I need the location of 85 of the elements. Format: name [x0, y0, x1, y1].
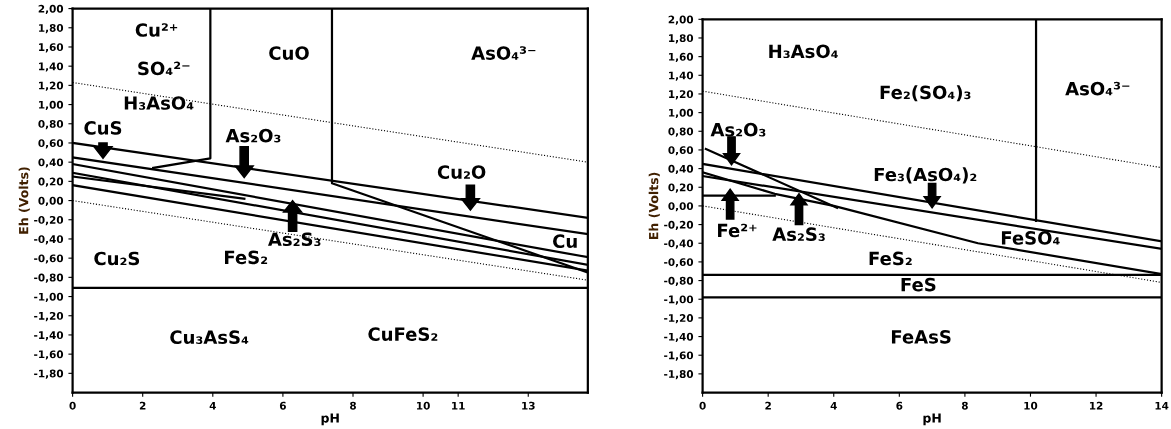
annotation: FeSO₄ [1001, 231, 1060, 245]
x-tick-label: 6 [279, 401, 286, 410]
annotation: Cu₂S [94, 251, 140, 266]
y-tick-label: -1,80 [34, 369, 64, 379]
y-tick-label: -1,20 [664, 314, 694, 324]
y-tick-label: 0,00 [38, 196, 64, 206]
y-tick-label: -0,40 [34, 235, 64, 245]
annotation: CuS [84, 121, 122, 135]
annotation: H₃AsO₄ [769, 44, 838, 59]
y-tick-label: -1,00 [664, 295, 694, 305]
y-tick-label: 0,20 [38, 177, 64, 187]
y-tick-label: -1,60 [664, 351, 694, 361]
x-tick-label: 4 [209, 401, 216, 410]
y-tick-label: 1,60 [39, 43, 64, 53]
y-tick-label: 1,60 [669, 52, 694, 63]
y-tick-label: -0,20 [34, 215, 64, 226]
y-tick-label: 0,80 [38, 119, 64, 130]
y-tick-label: 0,80 [668, 127, 694, 137]
y-tick-label: -0,80 [34, 273, 64, 283]
x-tick-label: 10 [1024, 401, 1038, 410]
x-tick-label: 0 [69, 401, 76, 410]
annotation: As₂S₃ [267, 232, 321, 247]
y-tick-label: -1,40 [664, 332, 694, 342]
x-tick-label: 12 [1089, 401, 1103, 410]
annotation: Fe²⁺ [718, 223, 757, 238]
annotation: FeS [901, 277, 936, 292]
y-tick-label: 0,60 [668, 146, 694, 156]
y-tick-label: 0,60 [38, 139, 64, 149]
y-tick-label: 1,40 [669, 71, 694, 81]
y-tick-label: 1,40 [39, 62, 64, 72]
x-tick-label: 6 [896, 401, 903, 410]
y-tick-label: 1,20 [669, 90, 694, 100]
x-tick-label: 14 [1155, 401, 1169, 410]
x-axis-title: pH [923, 413, 941, 426]
y-tick-label: -1,80 [664, 370, 694, 380]
x-tick-label: 2 [139, 401, 146, 410]
y-tick-label: 2,00 [668, 15, 694, 25]
annotation: Fe₃(AsO₄)₂ [874, 167, 977, 184]
annotation: As₂O₃ [225, 128, 281, 143]
y-tick-label: 2,00 [38, 4, 64, 15]
y-tick-label: -1,00 [34, 292, 64, 302]
annotation: Cu [553, 234, 577, 249]
y-tick-label: -1,60 [34, 350, 64, 360]
annotation: H₃AsO₄ [124, 96, 194, 110]
x-axis-title: pH [321, 413, 339, 426]
x-tick-label: 4 [830, 401, 837, 410]
y-tick-label: 1,80 [39, 24, 64, 34]
y-tick-label: -0,60 [34, 254, 64, 264]
x-tick-label: 0 [699, 401, 706, 410]
y-tick-label: -0,40 [664, 239, 694, 249]
x-tick-label: 8 [350, 401, 356, 410]
x-tick-label: 10 [417, 401, 430, 410]
annotation: Fe₂(SO₄)₃ [880, 85, 971, 102]
y-tick-label: 0,40 [38, 158, 64, 168]
annotation: SO₄²⁻ [138, 61, 190, 76]
y-tick-label: -1,40 [34, 331, 64, 341]
annotation: FeAsS [891, 330, 951, 344]
y-axis-title: Eh (Volts) [18, 167, 30, 234]
y-tick-label: 1,80 [669, 34, 694, 44]
annotation: CuFeS₂ [368, 327, 438, 341]
x-tick-label: 2 [765, 401, 771, 410]
annotation: Cu₃AsS₄ [170, 330, 249, 345]
annotation: Cu²⁺ [135, 23, 178, 37]
annotation: CuO [269, 46, 309, 60]
y-tick-label: -0,80 [664, 276, 694, 286]
y-tick-label: 1,00 [39, 100, 64, 111]
annotation: As₂S₃ [772, 227, 825, 242]
annotation: Cu₂O [437, 165, 486, 179]
annotation: As₂O₃ [710, 122, 766, 137]
y-tick-label: -0,20 [664, 220, 694, 231]
x-tick-label: 11 [452, 401, 465, 410]
x-tick-label: 13 [522, 401, 535, 410]
annotation: FeS₂ [869, 251, 912, 266]
annotation: AsO₄³⁻ [471, 46, 536, 60]
y-tick-label: -0,60 [664, 258, 694, 268]
y-tick-label: 1,20 [39, 81, 64, 91]
y-tick-label: 0,20 [668, 183, 694, 193]
y-tick-label: 0,40 [668, 164, 694, 175]
annotation: AsO₄³⁻ [1065, 81, 1130, 96]
y-tick-label: 0,00 [668, 202, 694, 212]
y-tick-label: 1,00 [669, 108, 694, 119]
y-tick-label: -1,20 [34, 311, 64, 322]
annotation: FeS₂ [225, 250, 268, 265]
y-axis-title: Eh (Volts) [648, 172, 660, 240]
x-tick-label: 8 [961, 401, 968, 410]
